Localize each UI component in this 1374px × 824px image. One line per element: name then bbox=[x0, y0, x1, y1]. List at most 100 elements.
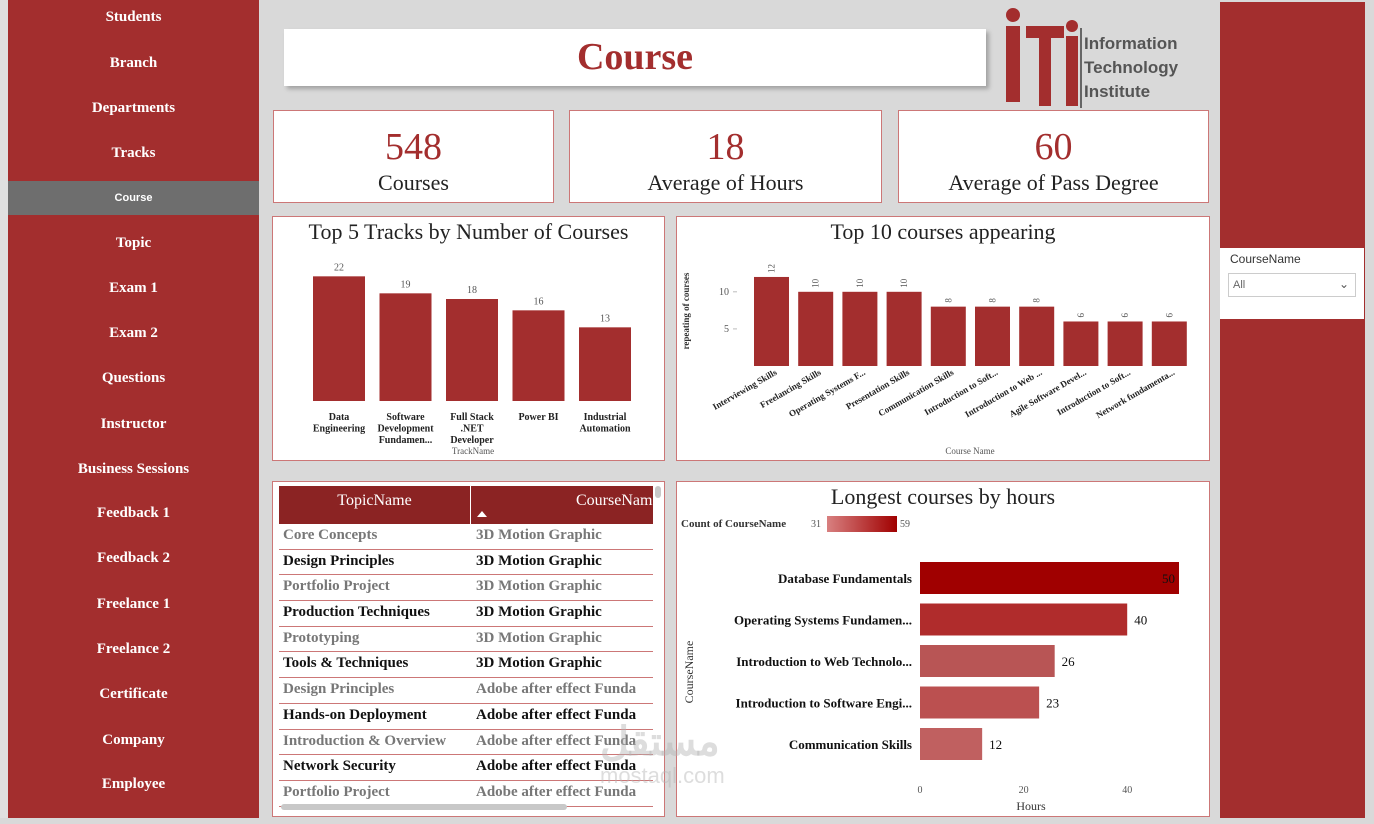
bar[interactable] bbox=[754, 276, 789, 366]
bar[interactable] bbox=[446, 299, 498, 401]
data-label: 6 bbox=[1120, 312, 1130, 317]
bar[interactable] bbox=[842, 291, 878, 366]
bar[interactable] bbox=[920, 603, 1128, 636]
bar[interactable] bbox=[920, 645, 1055, 677]
topic-cell: Tools & Techniques bbox=[283, 655, 409, 672]
table-row[interactable]: Design Principles Adobe after effect Fund… bbox=[279, 678, 653, 704]
table-row[interactable]: Tools & Techniques 3D Motion Graphic bbox=[279, 652, 653, 679]
data-label: 8 bbox=[988, 298, 998, 303]
data-label: 12 bbox=[767, 264, 777, 273]
bar[interactable] bbox=[313, 276, 365, 401]
topic-cell: Hands-on Deployment bbox=[283, 706, 427, 723]
data-label: 12 bbox=[989, 737, 1002, 752]
longest-courses-chart: Count of CourseName 31 59 Database Fundamen… bbox=[681, 516, 1179, 813]
bar[interactable] bbox=[1107, 321, 1143, 366]
x-tick-label: Development bbox=[377, 424, 434, 435]
watermark-arabic: مستقل bbox=[600, 720, 720, 764]
bar[interactable] bbox=[1019, 306, 1055, 366]
x-tick-label: Industrial bbox=[584, 412, 627, 423]
table-row[interactable]: Portfolio Project Adobe after effect Fund… bbox=[279, 781, 653, 807]
data-label: 13 bbox=[600, 313, 610, 324]
y-axis-title: repeating of courses bbox=[681, 272, 691, 349]
top-tracks-chart-card: Top 5 Tracks by Number of Courses 22 Data… bbox=[272, 216, 665, 461]
table-row[interactable]: Portfolio Project 3D Motion Graphic bbox=[279, 575, 653, 602]
column-header-topic[interactable]: TopicName bbox=[279, 486, 471, 524]
course-cell: Adobe after effect Funda bbox=[476, 681, 637, 698]
sidebar-item-company[interactable]: Company bbox=[102, 732, 165, 748]
longest-courses-chart-card: Longest courses by hours Count of Course… bbox=[676, 481, 1210, 817]
bar[interactable] bbox=[379, 293, 432, 401]
course-cell: 3D Motion Graphic bbox=[476, 604, 602, 621]
table-row[interactable]: Introduction & Overview Adobe after effec… bbox=[279, 730, 653, 756]
table-row[interactable]: Design Principles 3D Motion Graphic bbox=[279, 550, 653, 576]
top-tracks-chart: 22DataEngineering19SoftwareDevelopmentFu… bbox=[313, 262, 631, 456]
x-tick-label: Network fundamenta... bbox=[1094, 367, 1176, 420]
sidebar-item-business-sessions[interactable]: Business Sessions bbox=[77, 461, 190, 477]
x-tick-label: Introduction to Soft... bbox=[1055, 367, 1132, 417]
sidebar-item-course[interactable]: Course bbox=[8, 181, 259, 215]
sidebar-item-feedback-2[interactable]: Feedback 2 bbox=[97, 550, 170, 566]
bar[interactable] bbox=[1063, 321, 1099, 366]
logo-text: Information Technology Institute bbox=[1084, 32, 1178, 104]
bar[interactable] bbox=[920, 686, 1040, 719]
vertical-scrollbar[interactable] bbox=[655, 486, 661, 498]
column-header-course[interactable]: CourseName bbox=[576, 492, 660, 509]
data-label: 23 bbox=[1046, 696, 1059, 711]
topic-cell: Network Security bbox=[283, 758, 396, 775]
sidebar-item-freelance-2[interactable]: Freelance 2 bbox=[96, 641, 171, 657]
data-label: 18 bbox=[467, 285, 477, 296]
bar[interactable] bbox=[798, 291, 834, 366]
kpi-average-hours: 18 Average of Hours bbox=[569, 110, 882, 203]
slicer-dropdown[interactable]: All ⌄ bbox=[1228, 273, 1356, 297]
y-tick-label: Introduction to Web Technolo... bbox=[736, 654, 912, 669]
course-cell: Adobe after effect Funda bbox=[476, 732, 637, 749]
course-cell: 3D Motion Graphic bbox=[476, 655, 602, 672]
kpi-label: Courses bbox=[378, 170, 449, 195]
bar[interactable] bbox=[886, 291, 922, 366]
table-header: TopicName CourseName bbox=[279, 486, 660, 524]
x-tick-label: Data bbox=[329, 412, 350, 423]
sidebar-item-students[interactable]: Students bbox=[105, 9, 162, 25]
sidebar-item-tracks[interactable]: Tracks bbox=[111, 145, 156, 161]
topic-cell: Core Concepts bbox=[283, 527, 378, 543]
sidebar-item-employee[interactable]: Employee bbox=[101, 776, 166, 792]
right-panel bbox=[1220, 2, 1365, 818]
topic-cell: Portfolio Project bbox=[283, 783, 390, 800]
bar[interactable] bbox=[920, 562, 1179, 594]
horizontal-scrollbar[interactable] bbox=[281, 804, 567, 810]
sidebar-item-branch[interactable]: Branch bbox=[109, 55, 158, 71]
course-name-slicer: CourseName All ⌄ bbox=[1220, 248, 1364, 319]
table-row[interactable]: Network Security Adobe after effect Funda bbox=[279, 755, 653, 781]
y-tick-label: 10 bbox=[719, 287, 729, 298]
bar[interactable] bbox=[920, 728, 983, 760]
sidebar-item-questions[interactable]: Questions bbox=[101, 370, 166, 386]
sidebar-item-departments[interactable]: Departments bbox=[91, 100, 176, 116]
bar[interactable] bbox=[1151, 321, 1187, 366]
table-row[interactable]: Core Concepts 3D Motion Graphic bbox=[279, 524, 653, 550]
sidebar-item-freelance-1[interactable]: Freelance 1 bbox=[96, 596, 171, 612]
sidebar-item-feedback-1[interactable]: Feedback 1 bbox=[97, 505, 170, 521]
sidebar-item-topic[interactable]: Topic bbox=[115, 235, 152, 251]
sidebar-item-instructor[interactable]: Instructor bbox=[100, 416, 167, 432]
table-row[interactable]: Production Techniques 3D Motion Graphic bbox=[279, 601, 653, 627]
table-body: Core Concepts 3D Motion Graphic Design Pri… bbox=[279, 524, 653, 807]
bar[interactable] bbox=[975, 306, 1010, 366]
sidebar-item-exam-2[interactable]: Exam 2 bbox=[109, 325, 158, 341]
table-row[interactable]: Prototyping 3D Motion Graphic bbox=[279, 627, 653, 653]
bar[interactable] bbox=[930, 306, 966, 366]
bar[interactable] bbox=[512, 310, 565, 401]
data-label: 22 bbox=[334, 262, 344, 273]
sidebar-item-certificate[interactable]: Certificate bbox=[99, 686, 168, 702]
bar[interactable] bbox=[579, 327, 631, 401]
x-tick-label: Automation bbox=[579, 424, 631, 435]
sort-ascending-icon[interactable] bbox=[477, 511, 487, 517]
chevron-down-icon: ⌄ bbox=[1338, 277, 1349, 291]
sidebar-item-exam-1[interactable]: Exam 1 bbox=[109, 280, 158, 296]
y-tick-label: Communication Skills bbox=[789, 737, 912, 752]
course-cell: 3D Motion Graphic bbox=[476, 527, 602, 543]
y-axis-title: CourseName bbox=[682, 641, 696, 704]
table-row[interactable]: Hands-on Deployment Adobe after effect Fu… bbox=[279, 704, 653, 730]
x-tick-label: Fundamen... bbox=[379, 435, 433, 446]
watermark-url: mostaql.com bbox=[600, 763, 725, 788]
